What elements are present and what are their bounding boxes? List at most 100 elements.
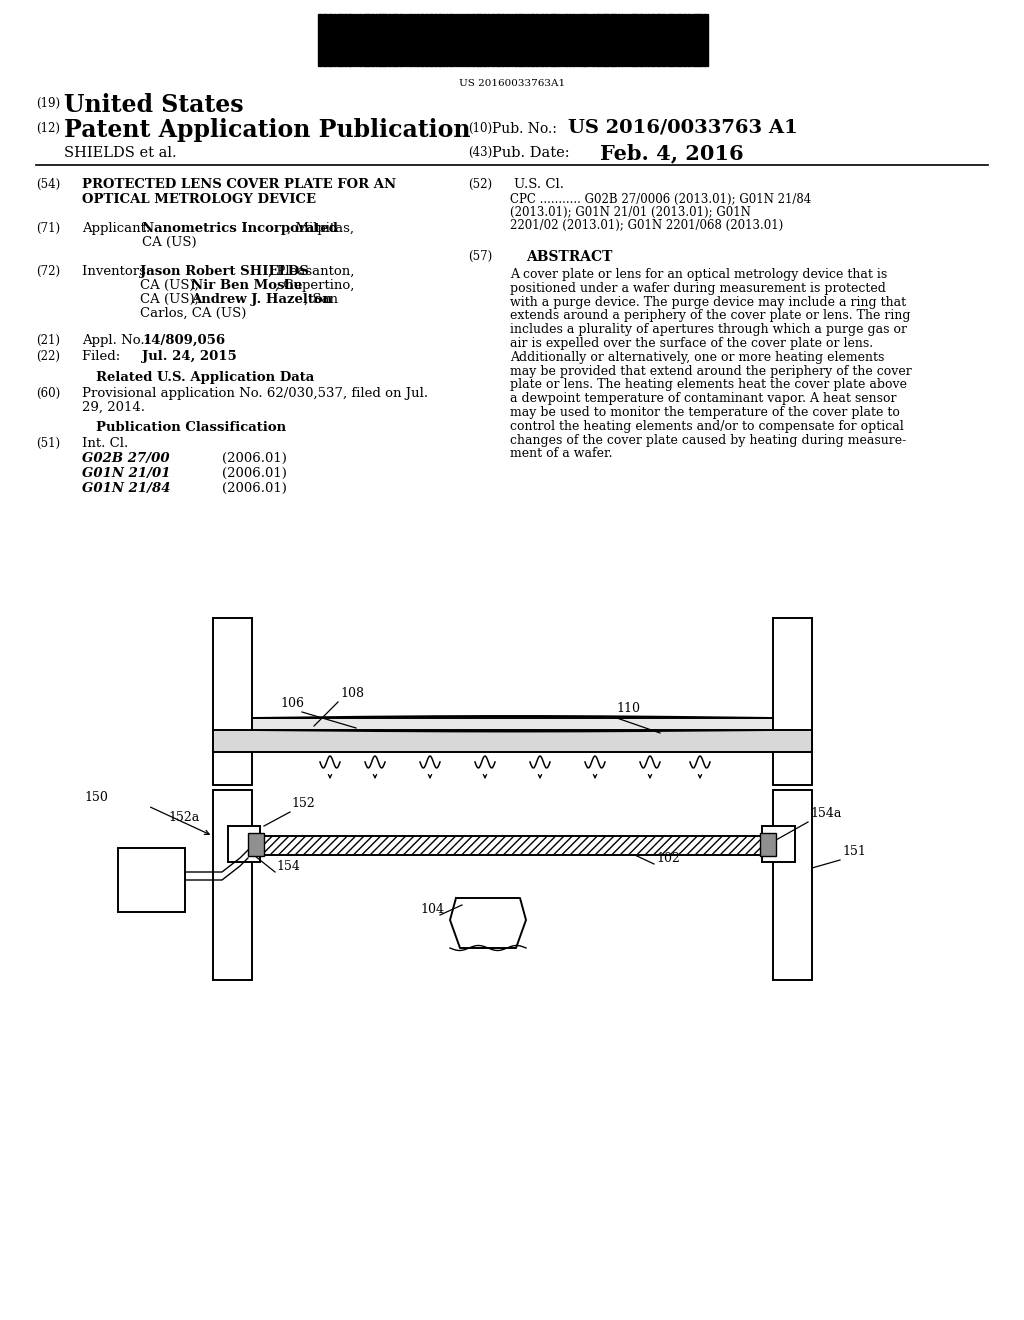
Bar [446,15,449,66]
Bar [409,15,412,66]
Bar [565,15,568,66]
Text: positioned under a wafer during measurement is protected: positioned under a wafer during measurem… [510,281,886,294]
Text: CA (US): CA (US) [142,236,197,249]
Bar [480,15,482,66]
Bar [550,15,552,66]
Text: (43): (43) [468,147,493,158]
Bar [413,15,415,66]
Text: , Milpitas,: , Milpitas, [287,222,354,235]
Bar [380,15,383,66]
Bar [434,15,436,66]
Bar [760,833,776,855]
Bar [662,15,665,66]
Text: CA (US);: CA (US); [140,293,204,306]
Bar [252,836,773,855]
Text: Andrew J. Hazelton: Andrew J. Hazelton [191,293,332,306]
Text: (2006.01): (2006.01) [222,482,287,495]
Bar [365,15,368,66]
Text: OPTICAL METROLOGY DEVICE: OPTICAL METROLOGY DEVICE [82,193,316,206]
Bar [535,15,538,66]
Bar [693,15,695,66]
Text: (57): (57) [468,249,493,263]
Bar [610,15,612,66]
Bar [687,15,690,66]
Bar [628,15,630,66]
Bar [425,15,428,66]
Text: may be used to monitor the temperature of the cover plate to: may be used to monitor the temperature o… [510,407,900,418]
Text: Applicant:: Applicant: [82,222,155,235]
Bar [598,15,601,66]
Bar [399,15,402,66]
Text: (19): (19) [36,96,60,110]
Text: 104: 104 [420,903,444,916]
Text: US 2016/0033763 A1: US 2016/0033763 A1 [568,117,798,136]
Bar [118,847,185,912]
Text: changes of the cover plate caused by heating during measure-: changes of the cover plate caused by hea… [510,433,906,446]
Text: ABSTRACT: ABSTRACT [525,249,612,264]
Bar [632,15,635,66]
Text: (10): (10) [468,121,493,135]
Bar [359,15,361,66]
Bar [520,15,523,66]
Text: 150: 150 [84,791,108,804]
Bar [483,15,485,66]
Bar [384,15,387,66]
Bar [699,15,702,66]
Bar [670,15,673,66]
Bar [478,15,480,66]
Bar [248,833,264,855]
Text: 151: 151 [842,845,866,858]
Bar [530,15,534,66]
Text: Additionally or alternatively, one or more heating elements: Additionally or alternatively, one or mo… [510,351,885,364]
Bar [647,15,650,66]
Bar [456,15,458,66]
Text: A cover plate or lens for an optical metrology device that is: A cover plate or lens for an optical met… [510,268,887,281]
Text: 154: 154 [276,861,300,873]
Bar [344,15,346,66]
Text: includes a plurality of apertures through which a purge gas or: includes a plurality of apertures throug… [510,323,907,337]
Bar [333,15,335,66]
Bar [639,15,641,66]
Bar [592,15,595,66]
Text: control the heating elements and/or to compensate for optical: control the heating elements and/or to c… [510,420,904,433]
Bar [773,789,812,979]
Text: (72): (72) [36,265,60,279]
Text: Patent Application Publication: Patent Application Publication [63,117,470,143]
Text: (2006.01): (2006.01) [222,451,287,465]
Text: (21): (21) [36,334,60,347]
Bar [644,15,646,66]
Text: (60): (60) [36,387,60,400]
Text: Inventors:: Inventors: [82,265,155,279]
Bar [392,15,395,66]
Text: (22): (22) [36,350,60,363]
Text: SHIELDS et al.: SHIELDS et al. [63,147,176,160]
Text: a dewpoint temperature of contaminant vapor. A heat sensor: a dewpoint temperature of contaminant va… [510,392,896,405]
Bar [464,15,466,66]
Bar [696,15,699,66]
Text: may be provided that extend around the periphery of the cover: may be provided that extend around the p… [510,364,911,378]
Bar [541,15,544,66]
Text: (71): (71) [36,222,60,235]
Bar [323,15,326,66]
Bar [473,15,475,66]
Bar [318,15,321,66]
Bar [675,15,677,66]
Text: G01N 21/84: G01N 21/84 [82,482,171,495]
Text: (52): (52) [468,178,493,191]
Text: Pub. No.:: Pub. No.: [492,121,557,136]
Bar [228,826,260,862]
Bar [596,15,598,66]
Text: Int. Cl.: Int. Cl. [82,437,128,450]
Text: Publication Classification: Publication Classification [96,421,286,434]
Bar [440,15,442,66]
Bar [213,730,812,752]
Bar [602,15,605,66]
Bar [487,15,489,66]
Text: air is expelled over the surface of the cover plate or lens.: air is expelled over the surface of the … [510,337,873,350]
Bar [762,826,795,862]
Bar [492,15,495,66]
Bar [430,15,433,66]
Text: , Pleasanton,: , Pleasanton, [268,265,354,279]
Bar [703,15,705,66]
Text: plate or lens. The heating elements heat the cover plate above: plate or lens. The heating elements heat… [510,379,907,392]
